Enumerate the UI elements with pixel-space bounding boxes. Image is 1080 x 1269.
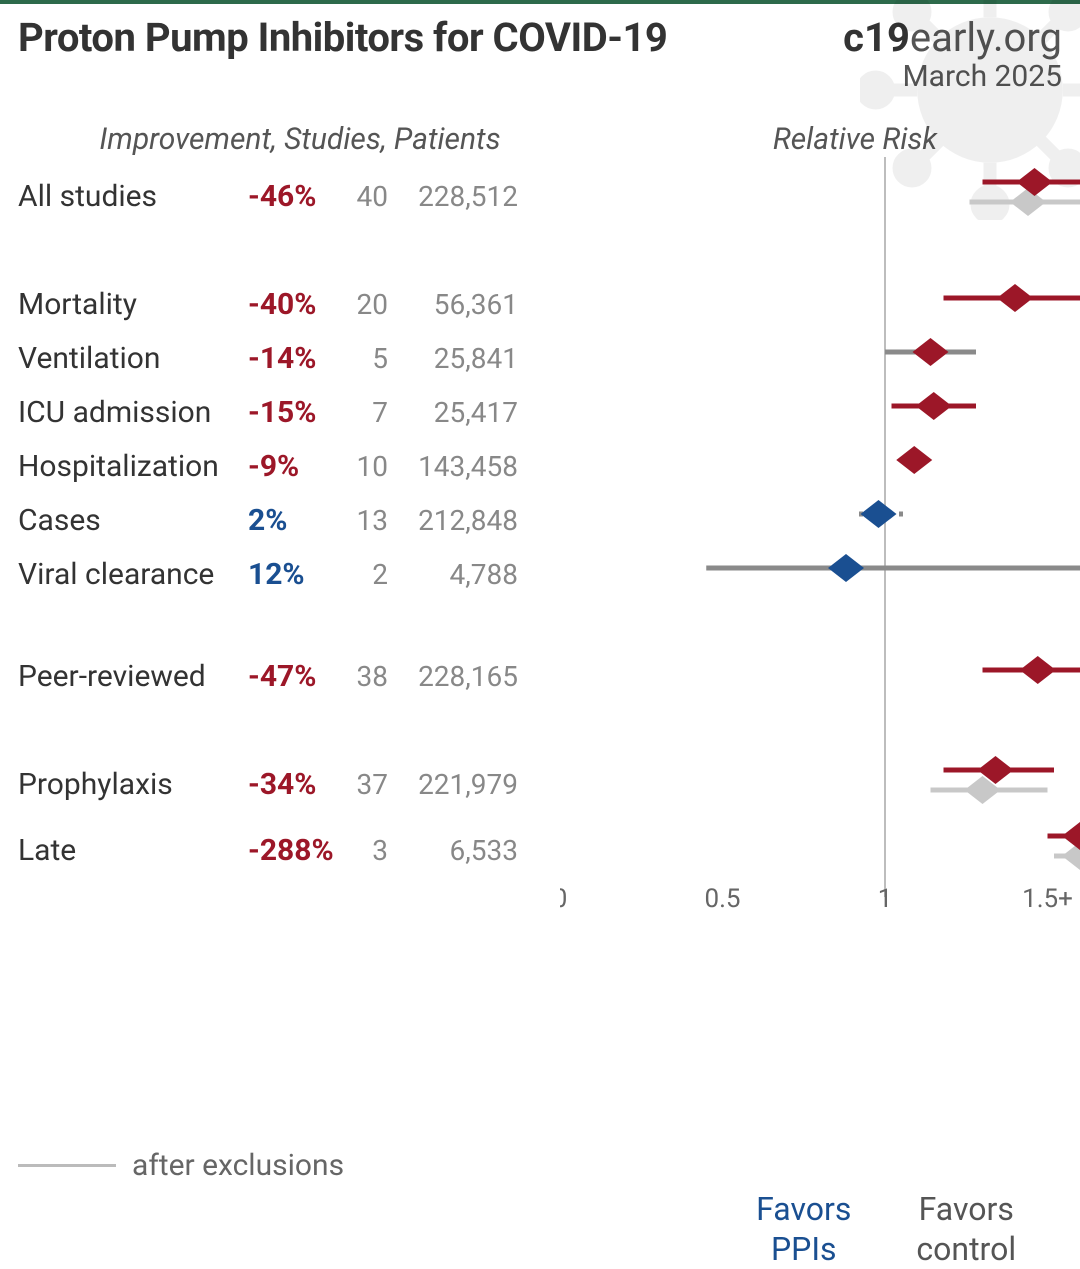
row-pct: -15% bbox=[248, 395, 344, 430]
row-label: Late bbox=[18, 833, 248, 868]
row-pct: -46% bbox=[248, 179, 344, 214]
row-studies: 3 bbox=[344, 834, 388, 867]
row-patients: 6,533 bbox=[388, 834, 518, 867]
row-studies: 40 bbox=[344, 180, 388, 213]
table-row: Late-288%36,533 bbox=[18, 817, 1080, 883]
brand: c19early.org bbox=[843, 14, 1062, 61]
row-studies: 10 bbox=[344, 450, 388, 483]
brand-block: c19early.org March 2025 bbox=[843, 14, 1062, 94]
row-studies: 20 bbox=[344, 288, 388, 321]
svg-text:1.5+: 1.5+ bbox=[1022, 884, 1073, 914]
table-row: Prophylaxis-34%37221,979 bbox=[18, 751, 1080, 817]
row-patients: 212,848 bbox=[388, 504, 518, 537]
row-patients: 56,361 bbox=[388, 288, 518, 321]
page-title: Proton Pump Inhibitors for COVID-19 bbox=[18, 14, 667, 61]
table-row: Hospitalization-9%10143,458 bbox=[18, 439, 1080, 493]
table-row: Cases2%13212,848 bbox=[18, 493, 1080, 547]
row-studies: 5 bbox=[344, 342, 388, 375]
row-label: ICU admission bbox=[18, 395, 248, 430]
table-row: Ventilation-14%525,841 bbox=[18, 331, 1080, 385]
brand-bold: c19 bbox=[843, 14, 910, 61]
table-row: ICU admission-15%725,417 bbox=[18, 385, 1080, 439]
legend-line-icon bbox=[18, 1164, 116, 1167]
row-label: Cases bbox=[18, 503, 248, 538]
row-patients: 228,165 bbox=[388, 660, 518, 693]
row-pct: 2% bbox=[248, 503, 344, 538]
legend-after-exclusions: after exclusions bbox=[132, 1148, 344, 1183]
favors-control: Favorscontrol bbox=[886, 1189, 1046, 1269]
table-row: Mortality-40%2056,361 bbox=[18, 277, 1080, 331]
row-patients: 25,841 bbox=[388, 342, 518, 375]
subhead-left: Improvement, Studies, Patients bbox=[0, 122, 540, 157]
row-patients: 228,512 bbox=[388, 180, 518, 213]
row-patients: 221,979 bbox=[388, 768, 518, 801]
row-studies: 7 bbox=[344, 396, 388, 429]
footer: after exclusions bbox=[0, 1148, 1080, 1183]
row-label: All studies bbox=[18, 179, 248, 214]
table-row: Viral clearance12%24,788 bbox=[18, 547, 1080, 601]
header: Proton Pump Inhibitors for COVID-19 c19e… bbox=[0, 4, 1080, 94]
row-pct: -40% bbox=[248, 287, 344, 322]
svg-text:0.5: 0.5 bbox=[704, 884, 740, 914]
table-row: All studies-46%40228,512 bbox=[18, 163, 1080, 229]
row-patients: 25,417 bbox=[388, 396, 518, 429]
svg-text:0: 0 bbox=[560, 884, 567, 914]
row-pct: -14% bbox=[248, 341, 344, 376]
row-patients: 143,458 bbox=[388, 450, 518, 483]
row-studies: 38 bbox=[344, 660, 388, 693]
brand-rest: early.org bbox=[910, 14, 1062, 61]
row-pct: -34% bbox=[248, 767, 344, 802]
row-label: Viral clearance bbox=[18, 557, 248, 592]
content: All studies-46%40228,512Mortality-40%205… bbox=[0, 157, 1080, 883]
row-label: Hospitalization bbox=[18, 449, 248, 484]
favors-ppi: FavorsPPIs bbox=[724, 1189, 884, 1269]
row-label: Prophylaxis bbox=[18, 767, 248, 802]
row-studies: 13 bbox=[344, 504, 388, 537]
row-pct: -47% bbox=[248, 659, 344, 694]
header-date: March 2025 bbox=[843, 59, 1062, 94]
subhead-right: Relative Risk bbox=[540, 122, 1080, 157]
row-label: Ventilation bbox=[18, 341, 248, 376]
row-studies: 37 bbox=[344, 768, 388, 801]
row-pct: 12% bbox=[248, 557, 344, 592]
row-pct: -288% bbox=[248, 833, 344, 868]
row-label: Peer-reviewed bbox=[18, 659, 248, 694]
svg-text:1: 1 bbox=[878, 884, 893, 914]
row-label: Mortality bbox=[18, 287, 248, 322]
table-row: Peer-reviewed-47%38228,165 bbox=[18, 649, 1080, 703]
subheads: Improvement, Studies, Patients Relative … bbox=[0, 94, 1080, 157]
row-pct: -9% bbox=[248, 449, 344, 484]
row-patients: 4,788 bbox=[388, 558, 518, 591]
footer-legend: after exclusions bbox=[0, 1148, 344, 1183]
row-studies: 2 bbox=[344, 558, 388, 591]
